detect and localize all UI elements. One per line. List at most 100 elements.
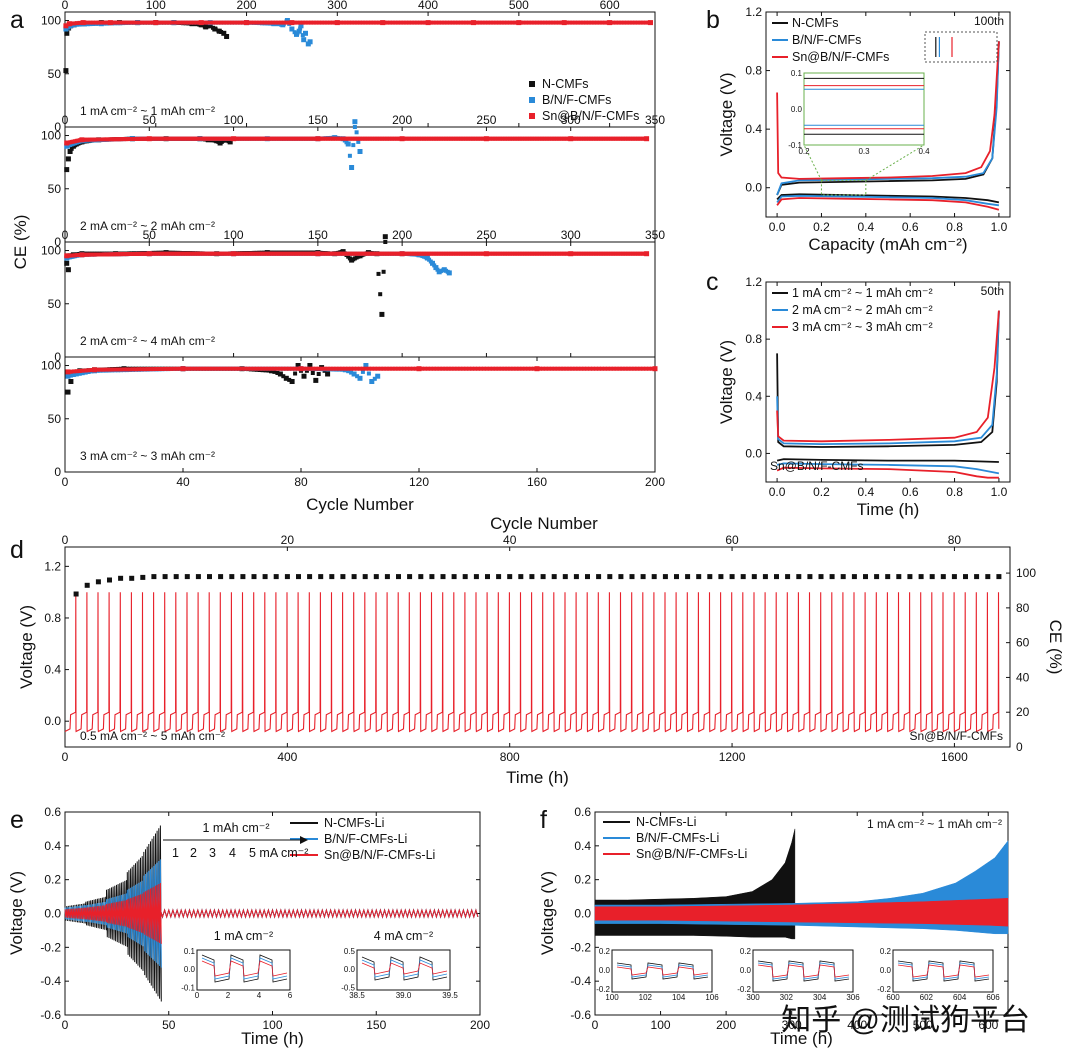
ce-point: [434, 20, 439, 25]
y-tick-label: 100: [41, 244, 61, 258]
y-tick-label: 0.2: [44, 873, 61, 887]
ce-point: [564, 366, 569, 371]
ce-point: [145, 20, 150, 25]
ce-point: [396, 366, 401, 371]
ce-point: [484, 366, 489, 371]
x-tick-label: 200: [237, 0, 257, 12]
ce-point: [630, 20, 635, 25]
x-tick-label: 60: [725, 533, 739, 547]
ce-point: [602, 366, 607, 371]
ce-point: [180, 366, 186, 372]
ce-point: [329, 574, 335, 580]
ce-point: [614, 20, 618, 25]
panel-letter-a: a: [10, 6, 24, 34]
ce-point: [480, 20, 485, 25]
ce-point: [248, 366, 253, 371]
ce-point: [156, 20, 161, 25]
inset-f-2: 300 302 304 306 0.2 0.0 -0.2: [737, 947, 860, 1002]
ce-point: [276, 20, 281, 25]
rate-step: 3: [209, 846, 216, 860]
ce-point: [273, 574, 279, 580]
x-tick-label: 200: [470, 1018, 490, 1032]
y-tick-label: 20: [1016, 705, 1030, 719]
ce-point: [629, 366, 634, 371]
ce-point: [240, 574, 246, 580]
ce-point: [896, 574, 902, 580]
ce-point: [65, 156, 71, 162]
ce-point: [452, 366, 457, 371]
ce-point: [372, 366, 377, 371]
ce-point: [80, 368, 85, 373]
ce-point: [146, 136, 152, 142]
inset-y-tick: -0.2: [877, 985, 891, 994]
ce-series: [73, 574, 1002, 597]
ce-point: [424, 255, 430, 261]
ce-point: [505, 20, 509, 25]
ce-point: [341, 20, 346, 25]
ce-point: [589, 20, 594, 25]
ce-point: [450, 20, 455, 25]
zoom-box: [820, 179, 867, 196]
y-tick-label: -0.2: [570, 940, 591, 954]
ce-point: [219, 366, 224, 371]
ce-point: [318, 574, 324, 580]
ce-point: [169, 366, 174, 371]
condition-label: 3 mA cm⁻² ~ 3 mAh cm⁻²: [80, 449, 215, 463]
ce-point: [356, 139, 361, 144]
ce-point: [284, 20, 289, 25]
ce-point: [499, 20, 504, 25]
ce-point: [262, 574, 268, 580]
legend-marker: [529, 81, 535, 87]
y2-axis-label: CE (%): [1046, 620, 1065, 675]
ce-point: [605, 366, 610, 371]
x-tick-label: 40: [176, 475, 190, 489]
ce-point: [194, 20, 199, 25]
ce-point: [417, 20, 422, 25]
ce-point: [626, 366, 631, 371]
ce-point: [358, 20, 362, 25]
inset-y-tick: 0.1: [184, 947, 196, 956]
ce-point: [142, 20, 147, 25]
ce-point: [349, 370, 354, 375]
inset-y-tick: 0.1: [791, 69, 803, 78]
ce-point: [461, 366, 466, 371]
ce-series-N-CMFs: [63, 20, 230, 74]
ce-point: [263, 366, 268, 371]
ce-point: [349, 165, 355, 170]
ce-point: [401, 20, 406, 25]
ce-point: [289, 26, 295, 32]
ce-point: [493, 366, 498, 371]
x-tick-label: 50: [143, 228, 157, 242]
ce-point: [540, 20, 545, 25]
ce-point: [573, 574, 579, 580]
ce-point: [471, 20, 476, 26]
inset-y-tick: 0.2: [880, 947, 892, 956]
ce-point: [167, 20, 172, 25]
ce-point: [145, 367, 150, 372]
ce-point: [251, 574, 257, 580]
ce-point: [597, 20, 602, 25]
ce-point: [254, 366, 259, 371]
x-tick-label: 300: [561, 228, 581, 242]
ce-point: [508, 366, 513, 371]
ce-point: [85, 20, 90, 25]
ce-series-Sn@B/N/F-CMFs: [65, 366, 658, 375]
ce-point: [377, 20, 382, 25]
ce-point: [309, 20, 313, 25]
ce-point: [456, 20, 460, 25]
ce-point: [420, 20, 425, 25]
inset-y-tick: 0.0: [880, 966, 892, 975]
ce-point: [298, 20, 303, 25]
inset-trace: [361, 962, 448, 975]
voltage-trace-3: [64, 882, 479, 944]
ce-point: [652, 366, 658, 372]
profile-charge-3: [776, 310, 1000, 443]
profile-discharge-2: [776, 194, 1000, 207]
cycle-annotation: 50th: [981, 284, 1004, 298]
ce-point: [148, 367, 153, 372]
cycle-annotation: 100th: [974, 14, 1004, 28]
ce-point: [63, 26, 69, 32]
ce-point: [175, 20, 180, 25]
zoom-connector: [803, 144, 822, 181]
